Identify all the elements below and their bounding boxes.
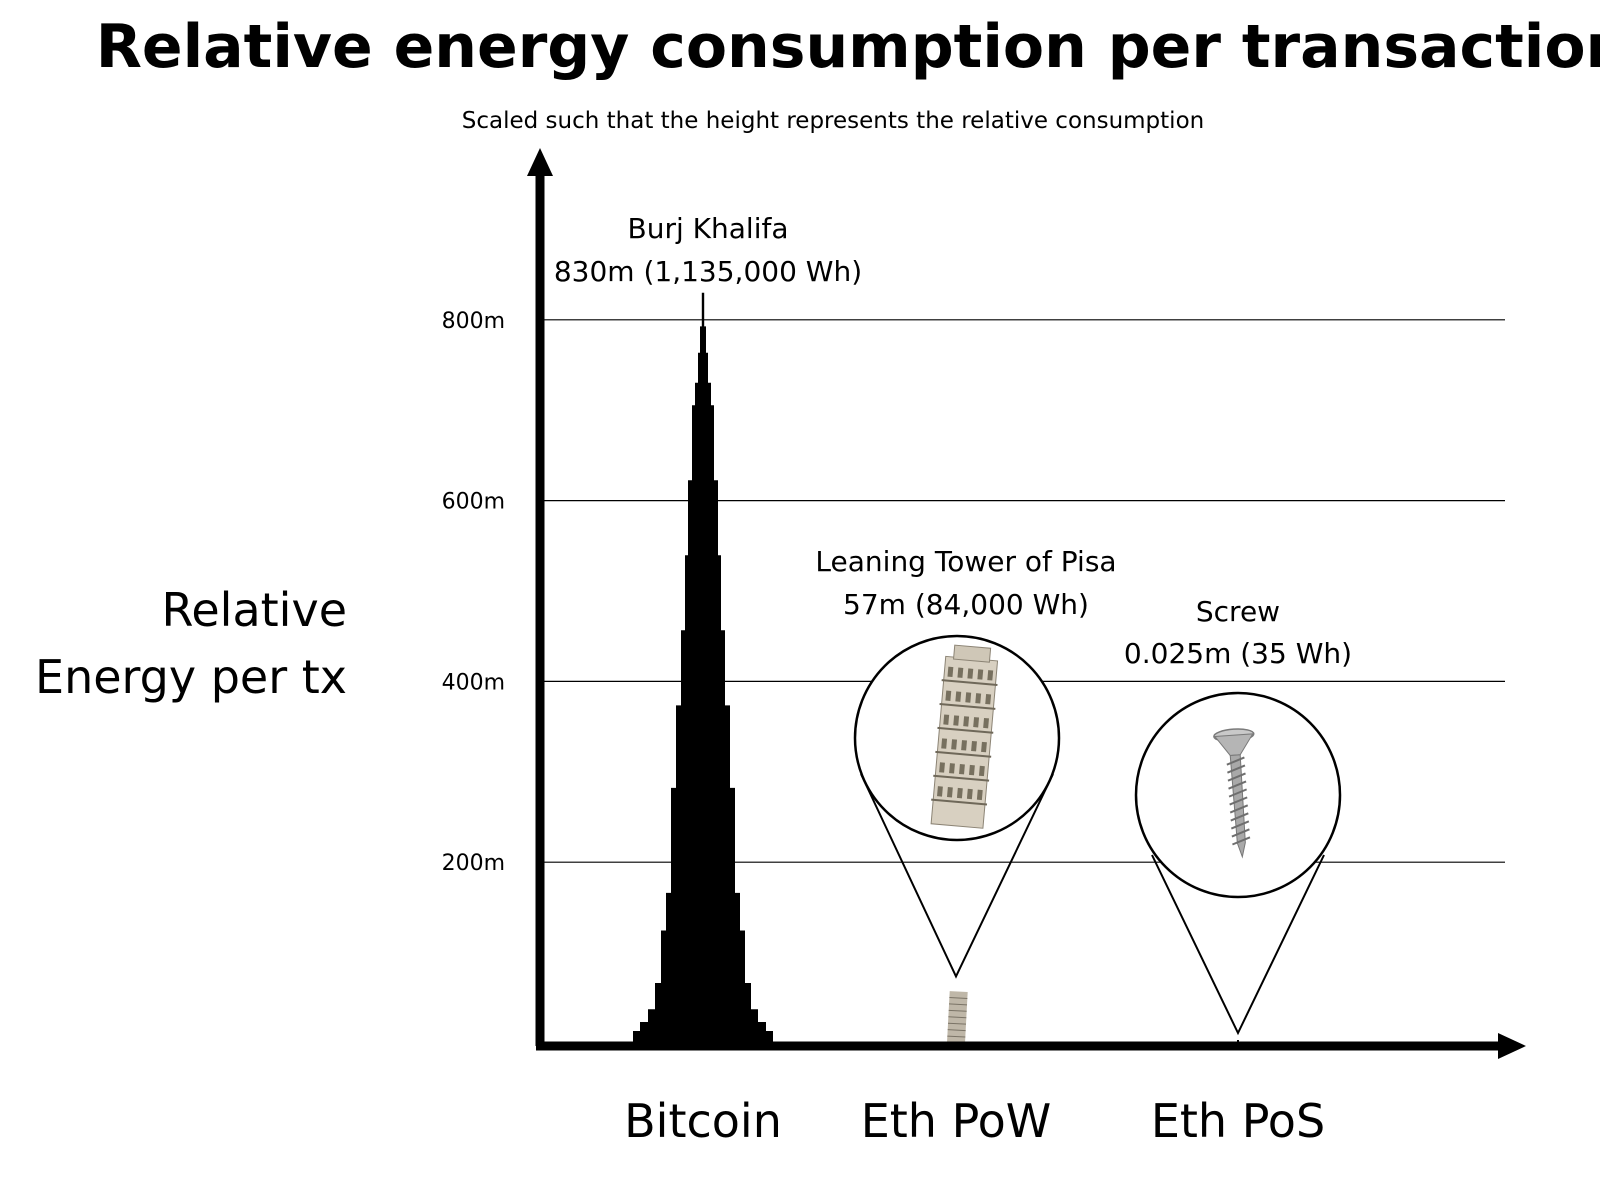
- chart-title: Relative energy consumption per transact…: [96, 12, 1600, 82]
- pisa-tower-arch: [953, 715, 960, 726]
- pisa-tower-arch: [946, 787, 953, 798]
- y-tick-label-200: 200m: [442, 851, 505, 876]
- pisa-tower-floor-band: [941, 679, 998, 686]
- pisa-tower-band: [948, 1009, 967, 1012]
- pisa-tower-arch: [957, 667, 964, 678]
- pisa-tower-arch: [961, 740, 967, 751]
- pisa-tower-arch: [981, 741, 987, 753]
- pisa-tower-arch: [963, 716, 970, 727]
- annotations: Burj Khalifa 830m (1,135,000 Wh) Leaning T…: [554, 212, 1352, 670]
- annotation-detail-eth-pos: 0.025m (35 Wh): [1124, 637, 1352, 670]
- pisa-tower-arch: [967, 668, 974, 679]
- pisa-tower-arch: [977, 669, 984, 680]
- y-axis-arrow: [527, 148, 553, 176]
- pisa-tower-arch: [939, 762, 945, 773]
- screw-thread: [1226, 756, 1245, 766]
- annotation-name-eth-pow: Leaning Tower of Pisa: [815, 545, 1116, 578]
- annotation-detail-eth-pow: 57m (84,000 Wh): [843, 588, 1089, 621]
- screw-thread: [1230, 820, 1250, 830]
- pisa-tower-band: [949, 1003, 968, 1006]
- chart-subtitle: Scaled such that the height represents t…: [462, 108, 1204, 134]
- pisa-tower-arch: [941, 738, 948, 749]
- pisa-tower-arch: [966, 788, 973, 800]
- pisa-tower-arch: [978, 765, 985, 777]
- pisa-tower-arch: [983, 717, 990, 729]
- screw-thread: [1227, 772, 1246, 782]
- callout-pointer-screw: [1151, 854, 1325, 1036]
- pisa-tower-arch: [949, 763, 955, 774]
- pisa-tower-arch: [959, 764, 965, 775]
- pisa-tower-icon: [947, 991, 968, 1044]
- pisa-tower-arch: [976, 789, 983, 801]
- annotation-detail-bitcoin: 830m (1,135,000 Wh): [554, 255, 862, 288]
- callout-pointer-pisa: [860, 773, 1054, 979]
- category-labels: Bitcoin Eth PoW Eth PoS: [624, 1094, 1325, 1148]
- y-tick-labels: 200m 400m 600m 800m: [442, 309, 505, 876]
- burj-khalifa-icon: [633, 292, 773, 1043]
- pisa-tower-floor-band: [937, 726, 994, 734]
- screw-thread: [1227, 764, 1246, 774]
- chart-marks: [633, 292, 1342, 1044]
- pisa-tower-arch: [987, 670, 994, 681]
- pisa-tower-arch: [943, 714, 950, 725]
- x-category-label-eth-pos: Eth PoS: [1151, 1094, 1325, 1148]
- pisa-tower-band: [947, 1022, 967, 1025]
- x-category-label-bitcoin: Bitcoin: [624, 1094, 782, 1148]
- pisa-tower-arch: [971, 740, 977, 752]
- pisa-tower-arch: [956, 787, 963, 799]
- pisa-tower-floor-band: [935, 750, 992, 758]
- bar-eth-pos: [1134, 691, 1342, 1042]
- y-tick-label-600: 600m: [442, 490, 505, 515]
- pisa-tower-arch: [965, 692, 972, 703]
- bar-eth-pow: [853, 634, 1061, 1044]
- bar-bitcoin: [633, 292, 773, 1043]
- pisa-tower-band: [948, 1016, 967, 1019]
- pisa-tower-arch: [951, 739, 958, 750]
- screw-thread: [1232, 836, 1251, 846]
- y-tick-label-800: 800m: [442, 309, 505, 334]
- pisa-tower-arch: [945, 690, 952, 701]
- pisa-tower-floor-band: [933, 774, 990, 782]
- pisa-tower-arch: [955, 691, 962, 702]
- pisa-tower-belfry: [952, 644, 992, 663]
- axes: [527, 148, 1526, 1059]
- y-axis-label-line-2: Energy per tx: [35, 650, 347, 704]
- pisa-tower-band: [947, 1029, 966, 1032]
- screw-thread: [1229, 804, 1249, 814]
- pisa-tower-arch: [975, 693, 982, 704]
- pisa-tower-arch: [937, 786, 943, 797]
- screw-thread: [1229, 796, 1248, 806]
- annotation-name-bitcoin: Burj Khalifa: [628, 212, 789, 245]
- screw-shaft: [1229, 754, 1246, 859]
- pisa-tower-floor-band: [939, 703, 996, 710]
- y-axis-label-line-1: Relative: [161, 583, 347, 637]
- pisa-tower-arch: [969, 764, 975, 776]
- pisa-tower-band: [947, 1035, 966, 1038]
- pisa-tower-floor-band: [931, 798, 988, 806]
- pisa-tower-arch: [973, 717, 980, 728]
- y-tick-label-400: 400m: [442, 670, 505, 695]
- screw-icon: [1213, 728, 1255, 859]
- x-category-label-eth-pow: Eth PoW: [861, 1094, 1052, 1148]
- screw-thread: [1228, 780, 1247, 790]
- screw-thread: [1228, 788, 1248, 798]
- pisa-tower-arch: [947, 666, 954, 678]
- annotation-name-eth-pos: Screw: [1196, 595, 1280, 628]
- screw-thread: [1230, 812, 1249, 822]
- x-axis-arrow: [1498, 1033, 1526, 1059]
- screw-thread: [1231, 828, 1250, 838]
- pisa-tower-arch: [985, 694, 992, 705]
- pisa-tower-band: [949, 997, 968, 999]
- pisa-tower-icon: [930, 644, 999, 829]
